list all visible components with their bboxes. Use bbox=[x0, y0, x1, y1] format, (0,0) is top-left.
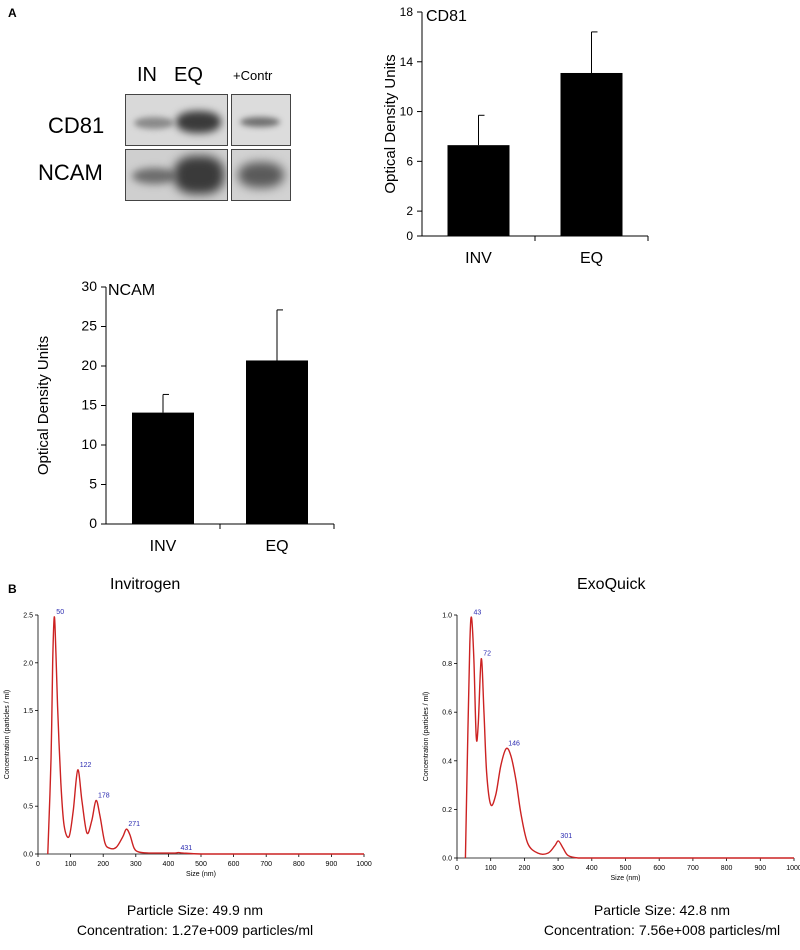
x-tick-label: 500 bbox=[620, 865, 632, 872]
panel-b-label: B bbox=[8, 582, 17, 596]
y-tick-label: 0 bbox=[89, 515, 97, 531]
peak-label: 178 bbox=[98, 792, 110, 799]
blot-panel-cd81-main bbox=[125, 94, 228, 146]
y-tick-label: 0 bbox=[406, 229, 413, 243]
x-tick-label: 300 bbox=[130, 861, 142, 868]
y-tick-label: 20 bbox=[81, 357, 97, 373]
x-tick-label: 0 bbox=[455, 865, 459, 872]
x-tick-label: 700 bbox=[260, 861, 272, 868]
x-tick-label: 800 bbox=[721, 865, 733, 872]
y-tick-label: 25 bbox=[81, 318, 97, 334]
x-tick-label: 600 bbox=[653, 865, 665, 872]
ncam-bar-chart: 0 5 10 15 20 25 30 INV EQ NCAM Optical Density Uni… bbox=[35, 278, 335, 555]
chart-title: CD81 bbox=[426, 8, 467, 25]
x-tick-label: 600 bbox=[228, 861, 240, 868]
y-axis-label: Optical Density Units bbox=[382, 54, 399, 193]
distribution-curve bbox=[47, 616, 364, 855]
y-tick-label: 10 bbox=[400, 105, 414, 119]
peak-label: 50 bbox=[56, 609, 64, 616]
y-tick-label: 10 bbox=[81, 436, 97, 452]
x-tick-label: INV bbox=[150, 538, 177, 555]
y-tick-label: 0.4 bbox=[442, 758, 452, 765]
bar-inv bbox=[447, 145, 510, 236]
x-tick-label: 900 bbox=[326, 861, 338, 868]
x-axis-label: Size (nm) bbox=[611, 875, 641, 882]
y-tick-label: 2.0 bbox=[23, 660, 33, 667]
y-axis-label: Concentration (particles / ml) bbox=[4, 690, 11, 779]
x-tick-label: 400 bbox=[163, 861, 175, 868]
invitrogen-nta-chart: 0.0 0.5 1.0 1.5 2.0 2.5 0 100 200 300 400 500 600 700… bbox=[4, 609, 372, 878]
peak-label: 431 bbox=[181, 845, 193, 852]
y-tick-label: 15 bbox=[81, 397, 97, 413]
blot-column-in: IN bbox=[137, 64, 157, 86]
bar-inv bbox=[132, 412, 194, 524]
invitrogen-summary: Particle Size: 49.9 nm Concentration: 1.… bbox=[45, 900, 345, 940]
x-tick-label: 500 bbox=[195, 861, 207, 868]
x-tick-label: 200 bbox=[519, 865, 531, 872]
x-tick-label: 300 bbox=[552, 865, 564, 872]
y-tick-label: 0.8 bbox=[442, 661, 452, 668]
peak-label: 122 bbox=[80, 762, 92, 769]
invitrogen-particle-size: Particle Size: 49.9 nm bbox=[126, 902, 264, 918]
exoquick-title: ExoQuick bbox=[577, 576, 646, 593]
blot-panel-ncam-control bbox=[231, 149, 291, 201]
invitrogen-title: Invitrogen bbox=[110, 576, 181, 593]
x-tick-label: 100 bbox=[485, 865, 497, 872]
x-tick-label: 0 bbox=[36, 861, 40, 868]
x-tick-label: 400 bbox=[586, 865, 598, 872]
y-tick-label: 1.5 bbox=[23, 708, 33, 715]
distribution-curve bbox=[464, 616, 794, 859]
chart-title: NCAM bbox=[108, 282, 155, 299]
exoquick-particle-size: Particle Size: 42.8 nm bbox=[593, 902, 731, 918]
blot-column-eq: EQ bbox=[174, 64, 203, 86]
blot-column-control: +Contr bbox=[233, 68, 273, 83]
y-axis-label: Concentration (particles / ml) bbox=[423, 692, 430, 781]
peak-label: 271 bbox=[128, 821, 140, 828]
blot-panel-cd81-control bbox=[231, 94, 291, 146]
blot-row-cd81: CD81 bbox=[48, 113, 105, 138]
x-tick-label: 100 bbox=[65, 861, 77, 868]
exoquick-concentration: Concentration: 7.56e+008 particles/ml bbox=[543, 922, 781, 938]
peak-label: 146 bbox=[508, 741, 520, 748]
x-tick-label: 1000 bbox=[786, 865, 800, 872]
x-tick-label: 800 bbox=[293, 861, 305, 868]
peak-label: 301 bbox=[560, 833, 572, 840]
y-tick-label: 1.0 bbox=[23, 756, 33, 763]
x-tick-label: INV bbox=[465, 250, 492, 267]
blot-panel-ncam-main bbox=[125, 149, 228, 201]
bar-eq bbox=[560, 72, 623, 236]
invitrogen-concentration: Concentration: 1.27e+009 particles/ml bbox=[76, 922, 314, 938]
y-tick-label: 30 bbox=[81, 278, 97, 294]
y-tick-label: 0.5 bbox=[23, 804, 33, 811]
y-axis-label: Optical Density Units bbox=[35, 336, 52, 475]
x-tick-label: 700 bbox=[687, 865, 699, 872]
y-tick-label: 6 bbox=[406, 154, 413, 168]
x-tick-label: EQ bbox=[265, 538, 288, 555]
panel-a-label: A bbox=[8, 6, 17, 20]
y-tick-label: 0.6 bbox=[442, 710, 452, 717]
x-tick-label: 900 bbox=[754, 865, 766, 872]
y-tick-label: 2 bbox=[406, 204, 413, 218]
y-tick-label: 0.0 bbox=[442, 856, 452, 863]
y-tick-label: 0.0 bbox=[23, 852, 33, 859]
cd81-bar-chart: 0 2 6 10 14 18 INV EQ CD81 Optical Density Units bbox=[382, 5, 649, 267]
bar-eq bbox=[246, 360, 308, 524]
blot-row-ncam: NCAM bbox=[38, 160, 103, 185]
exoquick-summary: Particle Size: 42.8 nm Concentration: 7.… bbox=[512, 900, 800, 940]
peak-label: 43 bbox=[473, 609, 481, 616]
y-tick-label: 18 bbox=[400, 5, 414, 19]
x-tick-label: 1000 bbox=[356, 861, 372, 868]
x-axis-label: Size (nm) bbox=[186, 871, 216, 878]
western-blot: IN EQ +Contr CD81 NCAM bbox=[0, 0, 300, 210]
exoquick-nta-chart: 0.0 0.2 0.4 0.6 0.8 1.0 0 100 200 300 400 500 600 700… bbox=[423, 609, 800, 882]
peak-label: 72 bbox=[483, 651, 491, 658]
y-tick-label: 14 bbox=[400, 55, 414, 69]
x-tick-label: 200 bbox=[97, 861, 109, 868]
y-tick-label: 1.0 bbox=[442, 613, 452, 620]
y-tick-label: 0.2 bbox=[442, 807, 452, 814]
y-tick-label: 5 bbox=[89, 476, 97, 492]
x-tick-label: EQ bbox=[580, 250, 603, 267]
y-tick-label: 2.5 bbox=[23, 613, 33, 620]
